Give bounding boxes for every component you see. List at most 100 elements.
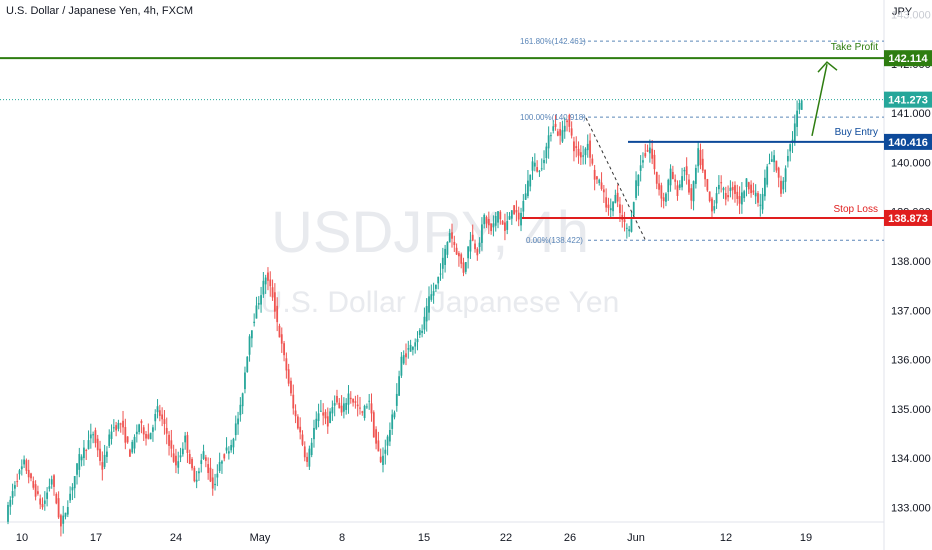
candle-body xyxy=(556,131,559,136)
candle-body xyxy=(124,427,127,443)
candle-body xyxy=(248,336,251,355)
candle-body xyxy=(724,192,727,200)
candle-body xyxy=(566,120,568,123)
candle-body xyxy=(786,155,789,162)
candle-body xyxy=(421,330,424,333)
candle-body xyxy=(720,182,723,184)
candle-body xyxy=(142,427,145,435)
candle-body xyxy=(669,168,672,186)
candle-body xyxy=(20,466,23,470)
candle-body xyxy=(754,192,757,197)
candle-body xyxy=(119,423,122,425)
candle-body xyxy=(207,464,210,473)
candle-body xyxy=(596,176,598,180)
candle-body xyxy=(676,185,679,196)
x-tick-label: 26 xyxy=(564,532,576,544)
candle-body xyxy=(527,180,529,197)
candle-body xyxy=(186,435,189,453)
watermark-symbol: USDJPY, 4h xyxy=(271,200,589,265)
candle-body xyxy=(612,201,614,212)
candle-body xyxy=(333,403,336,406)
candle-body xyxy=(492,223,495,228)
candle-body xyxy=(280,334,283,344)
candle-body xyxy=(630,219,633,232)
candle-body xyxy=(53,475,55,487)
candle-body xyxy=(499,211,502,220)
candle-body xyxy=(64,512,67,517)
candle-body xyxy=(478,242,481,247)
candle-body xyxy=(598,179,601,184)
candle-body xyxy=(579,152,582,158)
candle-body xyxy=(345,402,348,410)
candle-body xyxy=(485,217,488,224)
candle-body xyxy=(750,184,752,194)
candle-body xyxy=(568,114,571,127)
candle-body xyxy=(412,346,414,350)
candle-body xyxy=(722,187,725,191)
candle-body xyxy=(253,321,256,324)
candle-body xyxy=(172,453,175,462)
candle-body xyxy=(200,460,203,465)
candle-body xyxy=(391,414,394,429)
candle-body xyxy=(395,393,398,406)
candle-body xyxy=(625,227,628,229)
candle-body xyxy=(738,196,741,204)
candle-body xyxy=(674,179,677,182)
candle-body xyxy=(329,411,331,423)
candle-body xyxy=(448,233,451,243)
candle-body xyxy=(464,262,467,272)
candle-body xyxy=(363,405,366,419)
candle-body xyxy=(658,183,660,190)
stop-loss-label: Stop Loss xyxy=(834,204,878,215)
candle-body xyxy=(50,479,53,485)
candle-body xyxy=(336,395,338,403)
candle-body xyxy=(39,498,42,505)
y-tick-label: 138.000 xyxy=(891,256,931,268)
candle-body xyxy=(793,123,796,142)
candle-body xyxy=(46,492,49,499)
candle-body xyxy=(655,171,658,184)
candle-body xyxy=(731,186,734,191)
candle-body xyxy=(745,178,748,187)
candle-body xyxy=(400,356,403,376)
candle-body xyxy=(370,403,373,414)
y-tick-label: 135.000 xyxy=(891,404,931,416)
candle-body xyxy=(255,305,258,319)
candle-body xyxy=(232,438,235,448)
candle-body xyxy=(342,403,345,412)
candle-body xyxy=(609,208,612,211)
candle-body xyxy=(161,414,164,420)
candle-body xyxy=(110,431,113,439)
candle-body xyxy=(140,420,143,424)
candle-body xyxy=(589,140,591,158)
candle-body xyxy=(798,102,801,110)
take-profit-arrow-head xyxy=(817,61,838,73)
candle-body xyxy=(662,197,665,202)
candle-body xyxy=(225,447,228,451)
candle-body xyxy=(230,444,233,451)
candle-body xyxy=(237,418,239,425)
candle-body xyxy=(554,123,557,127)
candle-body xyxy=(290,380,292,394)
candle-body xyxy=(315,418,318,429)
candle-body xyxy=(483,214,486,225)
candle-body xyxy=(529,174,532,187)
candle-body xyxy=(747,182,750,190)
candle-body xyxy=(685,166,688,175)
candle-body xyxy=(681,176,683,188)
candle-body xyxy=(246,356,249,372)
candle-body xyxy=(522,201,525,212)
candle-body xyxy=(727,195,729,198)
x-tick-label: Jun xyxy=(627,532,645,544)
candle-body xyxy=(446,242,449,255)
candle-body xyxy=(313,427,315,440)
candle-body xyxy=(386,436,389,446)
candle-body xyxy=(368,400,371,402)
candle-body xyxy=(667,179,670,192)
candle-body xyxy=(690,188,693,201)
candle-body xyxy=(89,434,92,439)
candle-body xyxy=(193,467,196,482)
candle-body xyxy=(181,448,184,455)
candle-body xyxy=(490,223,493,232)
